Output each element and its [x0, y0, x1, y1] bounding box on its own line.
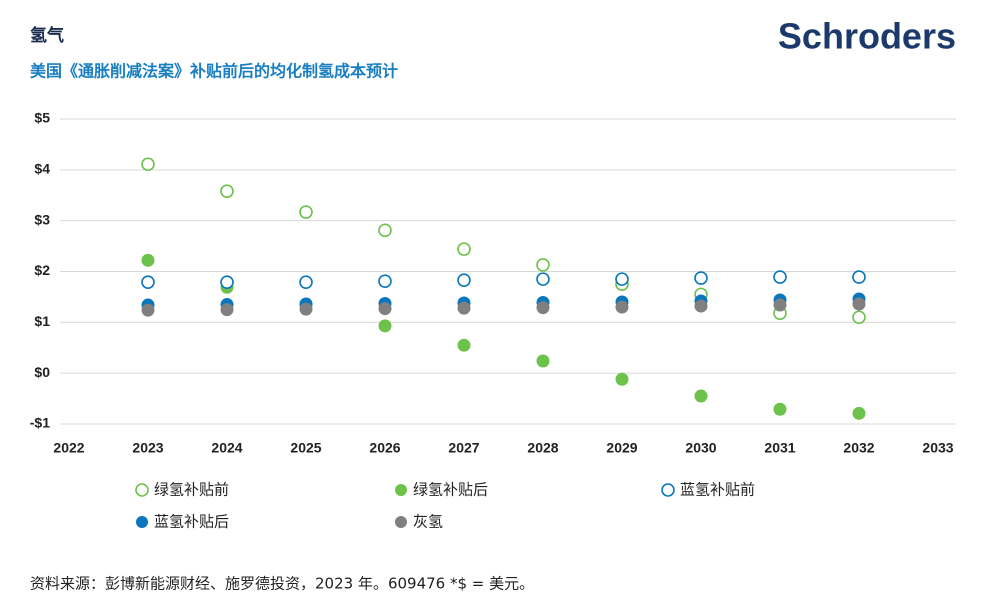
data-point [378, 302, 392, 316]
legend-label: 灰氢 [413, 513, 443, 531]
data-point [457, 301, 471, 315]
x-tick-label: 2024 [211, 440, 242, 456]
data-point [773, 270, 787, 284]
data-point [852, 270, 866, 284]
x-tick-label: 2025 [290, 440, 321, 456]
legend-label: 绿氢补贴后 [413, 481, 488, 499]
x-tick-label: 2027 [448, 440, 479, 456]
data-point [852, 406, 866, 420]
logo: Schroders [778, 16, 956, 57]
data-point [773, 402, 787, 416]
data-point [220, 275, 234, 289]
y-tick-label: $0 [34, 364, 50, 380]
data-point [615, 372, 629, 386]
data-point [615, 272, 629, 286]
legend-label: 绿氢补贴前 [154, 481, 229, 499]
y-tick-label: -$1 [30, 415, 50, 431]
data-point [378, 274, 392, 288]
data-point [852, 310, 866, 325]
legend-marker [395, 516, 407, 528]
x-tick-label: 2028 [527, 440, 558, 456]
data-point [220, 184, 234, 198]
x-tick-label: 2032 [843, 440, 874, 456]
legend-label: 蓝氢补贴后 [154, 513, 229, 531]
x-tick-label: 2023 [132, 440, 163, 456]
data-point [220, 303, 234, 317]
y-tick-label: $1 [34, 313, 50, 329]
data-point [852, 297, 866, 311]
data-point [694, 389, 708, 403]
x-tick-label: 2030 [685, 440, 716, 456]
x-tick-label: 2029 [606, 440, 637, 456]
legend-marker [661, 483, 675, 497]
y-tick-label: $4 [34, 161, 50, 177]
data-point [299, 275, 313, 289]
data-point [141, 157, 155, 172]
data-point [141, 303, 155, 317]
data-point [694, 271, 708, 285]
source-note: 资料来源：彭博新能源财经、施罗德投资，2023 年。609476 *$ = 美元… [30, 575, 534, 593]
data-point [615, 300, 629, 314]
data-point [299, 205, 313, 219]
data-point [536, 258, 550, 272]
page-title: 氢气 [30, 25, 64, 46]
data-point [141, 253, 155, 267]
data-point [536, 354, 550, 368]
y-tick-label: $3 [34, 211, 50, 227]
x-tick-label: 2026 [369, 440, 400, 456]
data-point [457, 338, 471, 352]
data-point [299, 302, 313, 316]
data-point [536, 301, 550, 315]
y-tick-label: $2 [34, 262, 50, 278]
legend-marker [136, 516, 148, 528]
data-point [694, 299, 708, 313]
data-point [378, 319, 392, 333]
chart-subtitle: 美国《通胀削减法案》补贴前后的均化制氢成本预计 [30, 62, 398, 81]
data-point [457, 273, 471, 287]
data-point [773, 298, 787, 312]
x-tick-label: 2033 [922, 440, 953, 456]
y-tick-label: $5 [34, 110, 50, 126]
legend-marker [395, 484, 407, 496]
x-tick-label: 2022 [53, 440, 84, 456]
x-tick-label: 2031 [764, 440, 795, 456]
data-point [378, 223, 392, 238]
data-point [141, 275, 155, 289]
legend-label: 蓝氢补贴前 [680, 481, 755, 499]
data-point [457, 242, 471, 256]
legend-marker [135, 483, 149, 497]
data-point [536, 272, 550, 286]
